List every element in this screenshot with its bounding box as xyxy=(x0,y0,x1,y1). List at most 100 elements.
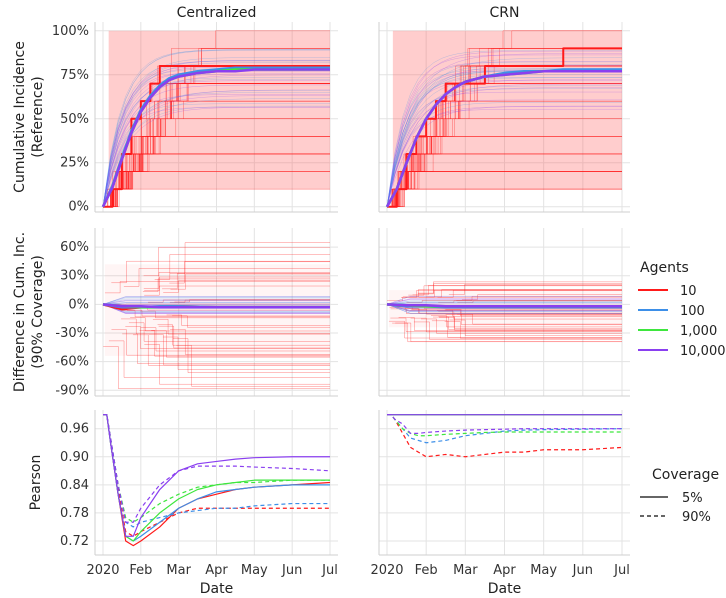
ensemble-line xyxy=(128,322,330,342)
y-tick-label: -30% xyxy=(55,326,89,341)
legend-coverage-label: 5% xyxy=(682,491,703,506)
ensemble-line xyxy=(445,309,622,315)
ensemble-line xyxy=(398,317,622,331)
ensemble-line xyxy=(126,309,330,317)
x-axis-label: Date xyxy=(200,581,233,597)
ensemble-line xyxy=(386,79,623,207)
legend-coverage-label: 90% xyxy=(682,510,711,525)
y-axis-label: Cumulative Incidence xyxy=(12,41,28,193)
x-tick-label: Apr xyxy=(493,563,516,578)
series-10000 xyxy=(385,69,622,208)
panel-pearson-centralized: 0.72 0.78 0.84 0.90 0.96 Pearson 2020 Feb Mar Apr… xyxy=(28,410,338,597)
ensemble-line xyxy=(169,242,330,274)
ensemble-line xyxy=(386,91,623,207)
ensemble-line xyxy=(386,87,623,207)
ensemble-line xyxy=(162,336,330,370)
x-tick-label: Feb xyxy=(129,563,152,578)
legend-coverage-title: Coverage xyxy=(652,467,719,483)
ensemble-line xyxy=(102,298,330,305)
ensemble-line xyxy=(119,310,330,318)
ensemble-line xyxy=(386,85,623,207)
x-tick-label: Feb xyxy=(415,563,438,578)
ensemble-line xyxy=(418,283,622,295)
y-axis-label: Pearson xyxy=(28,455,44,511)
ensemble-line xyxy=(102,61,331,207)
ensemble-line xyxy=(387,153,622,207)
ensemble-line xyxy=(154,254,330,280)
ensemble-line xyxy=(102,299,330,305)
ensemble-line xyxy=(111,329,330,356)
ensemble-line xyxy=(144,276,330,291)
ensemble-line xyxy=(402,289,622,298)
ensemble-line xyxy=(102,296,330,305)
ensemble-line xyxy=(176,345,330,387)
x-tick-label: Mar xyxy=(166,563,191,578)
y-tick-label: 0.84 xyxy=(60,478,89,493)
ensemble-line xyxy=(102,60,331,207)
ensemble-line xyxy=(166,314,330,326)
ensemble-line xyxy=(445,314,622,325)
ensemble-line xyxy=(102,296,330,305)
y-tick-label: 50% xyxy=(60,112,89,127)
ensemble-line xyxy=(102,300,330,305)
x-tick-label: 2020 xyxy=(86,563,119,578)
ensemble-line xyxy=(387,296,622,302)
ensemble-line xyxy=(386,304,622,314)
column-title: CRN xyxy=(490,5,520,21)
y-axis-label: (90% Coverage) xyxy=(30,255,46,369)
ensemble-line xyxy=(102,79,331,207)
ensemble-line xyxy=(102,73,331,207)
ensemble-line xyxy=(406,300,622,303)
ensemble-line xyxy=(143,272,330,289)
ensemble-line xyxy=(386,80,623,207)
ensemble-line xyxy=(102,49,331,207)
y-tick-label: 25% xyxy=(60,156,89,171)
ensemble-line xyxy=(410,308,622,315)
ensemble-line xyxy=(386,54,623,207)
ensemble-line xyxy=(433,316,622,330)
ensemble-line xyxy=(103,153,330,207)
ensemble-line xyxy=(144,344,330,385)
ensemble-line xyxy=(102,106,331,207)
ensemble-line xyxy=(102,297,330,305)
y-tick-label: 30% xyxy=(60,269,89,284)
ensemble-line xyxy=(140,310,330,319)
y-tick-label: 0% xyxy=(68,200,89,215)
band-90pct xyxy=(108,30,330,190)
series-10000 xyxy=(102,303,330,309)
ensemble-line xyxy=(386,304,622,312)
ensemble-line xyxy=(102,300,330,305)
ensemble-line xyxy=(102,49,331,207)
ensemble-line xyxy=(121,318,330,334)
x-tick-label: May xyxy=(530,563,557,578)
ensemble-line xyxy=(143,246,330,277)
ensemble-line xyxy=(386,304,622,314)
ensemble-line xyxy=(162,273,330,290)
y-tick-label: -60% xyxy=(55,355,89,370)
ensemble-line xyxy=(421,318,622,334)
panels: 0% 25% 50% 75% 100% Cumulative Incidence (Refe… xyxy=(12,5,630,597)
ensemble-line xyxy=(157,324,330,346)
ensemble-line xyxy=(402,308,622,314)
ensemble-line xyxy=(390,308,622,314)
legend-agents-label: 100 xyxy=(680,304,705,319)
y-tick-label: -90% xyxy=(55,383,89,398)
ensemble-line xyxy=(103,346,330,389)
y-tick-label: 0.78 xyxy=(60,506,89,521)
y-tick-label: 0.90 xyxy=(60,450,89,465)
ensemble-line xyxy=(142,278,330,292)
ensemble-line xyxy=(102,57,331,207)
ensemble-line xyxy=(386,304,622,312)
series-1000-90pct xyxy=(387,414,622,437)
ensemble-line xyxy=(386,298,622,305)
ensemble-line xyxy=(386,298,622,305)
ensemble-line xyxy=(172,338,330,373)
ensemble-line xyxy=(386,53,623,207)
ensemble-line xyxy=(413,321,622,340)
x-tick-label: Mar xyxy=(453,563,478,578)
legends: Agents 10 100 1,000 10,000 Coverage 5% 90% xyxy=(638,260,726,525)
ensemble-line xyxy=(151,330,330,358)
ensemble-line xyxy=(140,327,330,352)
ensemble-line xyxy=(417,281,622,294)
